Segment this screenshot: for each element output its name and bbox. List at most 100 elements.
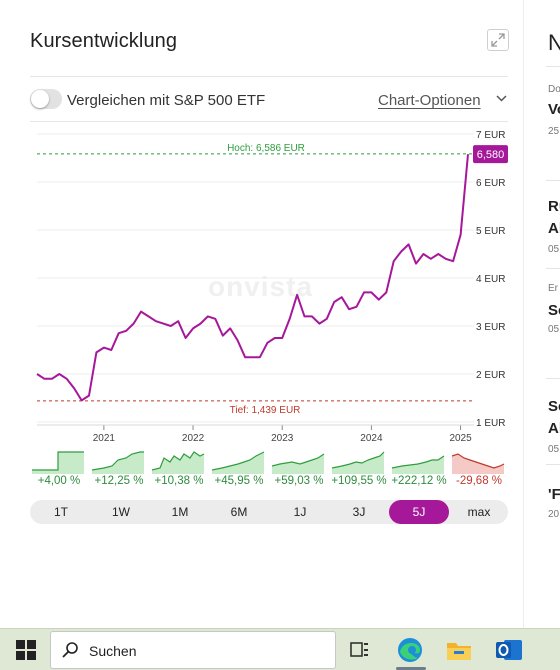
task-view-icon[interactable] <box>345 635 375 665</box>
news-item-text[interactable]: Vo <box>548 101 560 118</box>
range-button-1m[interactable]: 1M <box>171 505 189 519</box>
range-button-5j[interactable]: 5J <box>389 500 449 524</box>
x-tick-label: 2021 <box>93 433 116 444</box>
sparkline-line <box>211 451 265 471</box>
news-divider <box>546 66 560 67</box>
sparkline-area <box>152 452 204 474</box>
performance-value: +10,38 % <box>154 475 204 487</box>
taskbar-search-box[interactable]: Suchen <box>50 631 336 669</box>
outlook-icon[interactable] <box>494 635 524 665</box>
sparkline-area <box>452 454 504 474</box>
performance-cell[interactable]: +109,55 % <box>330 448 388 490</box>
performance-cell[interactable]: +12,25 % <box>90 448 148 490</box>
news-item-text[interactable]: 05 <box>548 324 560 335</box>
performance-sparkline <box>331 451 385 474</box>
performance-sparkline <box>91 451 144 474</box>
range-button-6m[interactable]: 6M <box>230 505 248 519</box>
high-label: Hoch: 6,586 EUR <box>227 143 305 154</box>
range-button-1j[interactable]: 1J <box>293 505 307 519</box>
news-item-text[interactable]: Do <box>548 84 560 95</box>
performance-sparkline <box>451 453 505 474</box>
range-button-3j[interactable]: 3J <box>352 505 366 519</box>
search-label: Suchen <box>89 643 137 659</box>
watermark: onvista <box>208 271 314 302</box>
sparkline-line <box>32 451 84 471</box>
news-item-text[interactable]: Sc <box>548 398 560 415</box>
performance-sparkline <box>391 455 445 474</box>
news-item-text[interactable]: Rü <box>548 198 560 215</box>
news-item-text[interactable]: Al <box>548 420 560 437</box>
range-button-max[interactable]: max <box>467 505 491 519</box>
taskbar: Suchen <box>0 628 560 670</box>
price-series-line <box>36 154 469 402</box>
performance-value: +4,00 % <box>37 475 81 487</box>
sparkline-area <box>212 452 264 474</box>
performance-cell[interactable]: -29,68 % <box>450 448 508 490</box>
search-icon <box>62 642 78 658</box>
performance-cell[interactable]: +10,38 % <box>150 448 208 490</box>
performance-sparkline <box>211 451 265 474</box>
news-heading: N <box>548 30 560 55</box>
x-tick-label: 2025 <box>449 433 472 444</box>
performance-value: +45,95 % <box>214 475 264 487</box>
news-divider <box>546 464 560 465</box>
range-button-1t[interactable]: 1T <box>53 505 68 519</box>
news-divider <box>546 268 560 269</box>
performance-value: +59,03 % <box>274 475 324 487</box>
last-price-badge <box>473 145 508 164</box>
y-tick-label: 3 EUR <box>476 322 505 333</box>
performance-sparkline <box>271 453 325 474</box>
x-tick-label: 2024 <box>360 433 383 444</box>
y-tick-label: 7 EUR <box>476 130 505 141</box>
time-range-selector: 1T 1W 1M 6M 1J 3J 5J max <box>30 500 508 524</box>
chart-options-link[interactable]: Chart-Optionen <box>378 92 481 109</box>
file-explorer-icon[interactable] <box>444 635 474 665</box>
news-item-text[interactable]: 05 <box>548 444 560 455</box>
news-item-text[interactable]: Sc <box>548 302 560 319</box>
performance-cell[interactable]: +45,95 % <box>210 448 268 490</box>
windows-start-icon[interactable] <box>16 640 36 660</box>
news-item-text[interactable]: 05 <box>548 244 560 255</box>
chevron-down-icon[interactable] <box>496 95 507 103</box>
news-divider <box>546 180 560 181</box>
compare-label: Vergleichen mit S&P 500 ETF <box>67 92 266 109</box>
sparkline-line <box>151 451 205 471</box>
performance-value: -29,68 % <box>455 475 503 487</box>
y-tick-label: 6 EUR <box>476 178 505 189</box>
page: Kursentwicklung Vergleichen mit S&P 500 … <box>0 0 560 628</box>
y-tick-label: 4 EUR <box>476 274 505 285</box>
performance-cell[interactable]: +4,00 % <box>30 448 88 490</box>
sparkline-area <box>392 456 444 474</box>
news-item-text[interactable]: Al <box>548 220 560 237</box>
last-price-label: 6,580 <box>477 149 505 161</box>
compare-toggle[interactable] <box>30 89 62 109</box>
sparkline-line <box>331 451 385 469</box>
performance-cell[interactable]: +59,03 % <box>270 448 328 490</box>
performance-row: +4,00 % +12,25 % +10,38 % +45,95 % +59,03 % +… <box>30 448 508 490</box>
performance-sparkline <box>32 451 84 474</box>
x-tick-label: 2023 <box>271 433 294 444</box>
news-item-text[interactable]: 'F <box>548 486 560 503</box>
divider <box>30 121 508 122</box>
y-tick-label: 5 EUR <box>476 226 505 237</box>
range-button-1w[interactable]: 1W <box>112 505 130 519</box>
expand-icon <box>491 33 505 47</box>
sparkline-line <box>271 453 325 467</box>
sparkline-line <box>91 451 144 471</box>
performance-sparkline <box>151 451 205 474</box>
price-chart-card: Kursentwicklung Vergleichen mit S&P 500 … <box>6 0 524 628</box>
news-item-text[interactable]: Er <box>548 283 558 294</box>
sparkline-line <box>391 455 445 469</box>
price-line-chart[interactable]: 7 EUR 6 EUR 5 EUR 4 EUR 3 EUR 2 EUR 1 EUR 2021 2… <box>6 0 524 445</box>
sparkline-line <box>451 453 505 469</box>
divider <box>30 76 508 77</box>
edge-browser-icon[interactable] <box>395 635 425 665</box>
y-tick-label: 2 EUR <box>476 370 505 381</box>
news-item-text[interactable]: 25 <box>548 126 560 137</box>
news-item-text[interactable]: 20 <box>548 509 560 520</box>
news-column: N Do Vo 25 Rü Al 05 Er Sc 05 Sc Al 05 'F 20 <box>540 0 560 628</box>
active-app-indicator <box>396 667 426 670</box>
performance-value: +222,12 % <box>391 475 447 487</box>
expand-button[interactable] <box>487 29 509 51</box>
performance-cell[interactable]: +222,12 % <box>390 448 448 490</box>
